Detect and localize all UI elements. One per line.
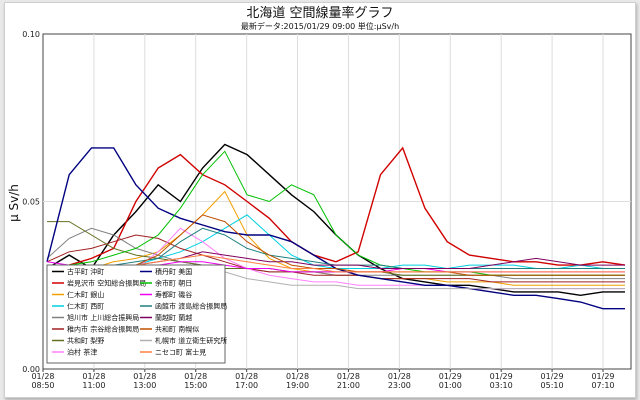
x-tick-time: 21:00 <box>337 381 360 390</box>
legend-label: 泊村 茶津 <box>67 348 97 357</box>
legend-box <box>46 264 226 364</box>
series-line <box>46 146 626 270</box>
x-tick-time: 23:00 <box>388 381 411 390</box>
x-tick-date: 01/28 <box>286 372 309 381</box>
x-tick-time: 01:00 <box>439 381 462 390</box>
chart-subtitle: 最新データ:2015/01/29 09:00 単位:μSv/h <box>241 21 399 31</box>
x-tick-date: 01/29 <box>490 372 513 381</box>
x-tick-time: 19:00 <box>286 381 309 390</box>
x-tick-date: 01/29 <box>541 372 564 381</box>
x-tick-date: 01/29 <box>439 372 462 381</box>
x-tick-date: 01/28 <box>82 372 105 381</box>
x-tick-date: 01/28 <box>337 372 360 381</box>
legend-label: 寿都町 磯谷 <box>155 290 192 299</box>
legend-label: 函館市 渡島総合振興局 <box>155 302 227 311</box>
x-tick-time: 13:00 <box>133 381 156 390</box>
x-tick-date: 01/28 <box>133 372 156 381</box>
line-chart: 北海道 空間線量率グラフ 最新データ:2015/01/29 09:00 単位:μ… <box>7 5 632 390</box>
y-tick-label: 0.10 <box>22 30 40 39</box>
series-line <box>46 234 625 283</box>
chart-frame: 北海道 空間線量率グラフ 最新データ:2015/01/29 09:00 単位:μ… <box>4 2 636 398</box>
legend-label: 古平町 沖町 <box>67 267 104 276</box>
series-line <box>47 254 625 276</box>
legend-label: 旭川市 上川総合振興局 <box>67 313 139 322</box>
x-tick-time: 05:10 <box>541 381 564 390</box>
legend-label: 稚内市 宗谷総合振興局 <box>67 325 139 334</box>
x-tick-time: 07:10 <box>591 381 614 390</box>
legend-label: 蘭越町 蘭越 <box>155 313 192 322</box>
y-tick-label: 0.05 <box>22 198 40 207</box>
legend-label: 仁木町 銀山 <box>67 290 104 299</box>
legend-label: 共和町 梨野 <box>67 336 104 345</box>
x-tick-date: 01/28 <box>235 372 258 381</box>
legend-label: 積丹町 美国 <box>155 267 192 276</box>
y-tick-label: 0.00 <box>22 365 40 374</box>
legend-label: 仁木町 西町 <box>67 302 104 311</box>
x-tick-time: 15:00 <box>184 381 207 390</box>
x-tick-time: 08:50 <box>31 381 54 390</box>
y-axis-label: μ Sv/h <box>7 184 21 222</box>
legend-label: 岩見沢市 空知総合振興局 <box>67 279 146 288</box>
legend-label: 余市町 朝日 <box>155 279 192 288</box>
plot-area: 01/2808:5001/2811:0001/2813:0001/2815:00… <box>22 30 632 390</box>
x-tick-time: 11:00 <box>82 381 105 390</box>
x-tick-date: 01/29 <box>591 372 614 381</box>
x-tick-date: 01/28 <box>388 372 411 381</box>
legend-label: 札幌市 道立衛生研究所 <box>155 336 227 345</box>
x-tick-time: 03:10 <box>490 381 513 390</box>
legend-label: ニセコ町 富士見 <box>155 348 206 357</box>
x-tick-time: 17:00 <box>235 381 258 390</box>
chart-title: 北海道 空間線量率グラフ <box>246 5 393 21</box>
x-tick-date: 01/28 <box>31 372 54 381</box>
x-tick-date: 01/28 <box>184 372 207 381</box>
legend-label: 共和町 南幌似 <box>155 325 199 334</box>
series-line <box>47 214 625 276</box>
